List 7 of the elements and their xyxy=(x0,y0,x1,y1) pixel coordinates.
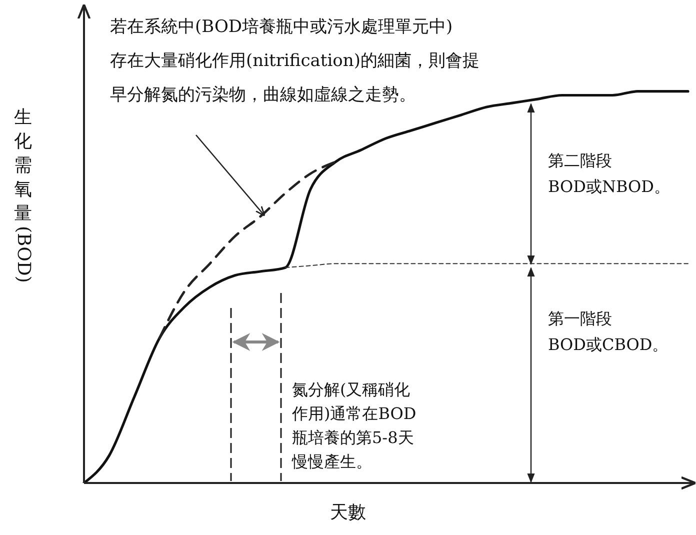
annotation: 第二階段 BOD或NBOD。 xyxy=(548,150,670,198)
x-axis-title: 天數 xyxy=(329,501,367,524)
annotation: 存在大量硝化作用(nitrification)的細菌，則會提早分解氮的污染物，曲線如虛線之走勢。 xyxy=(110,50,480,107)
annotation: 氮分解(又稱硝化作用)通常在BOD瓶培養的第5-8天慢慢產生。 xyxy=(292,379,418,473)
annotation: 第一階段 BOD或CBOD。 xyxy=(548,308,668,356)
text: 若在系統中(BOD培養瓶中或污水處理單元中) xyxy=(110,16,453,39)
y-axis-title: 生化需氧量(BOD) xyxy=(12,106,34,283)
